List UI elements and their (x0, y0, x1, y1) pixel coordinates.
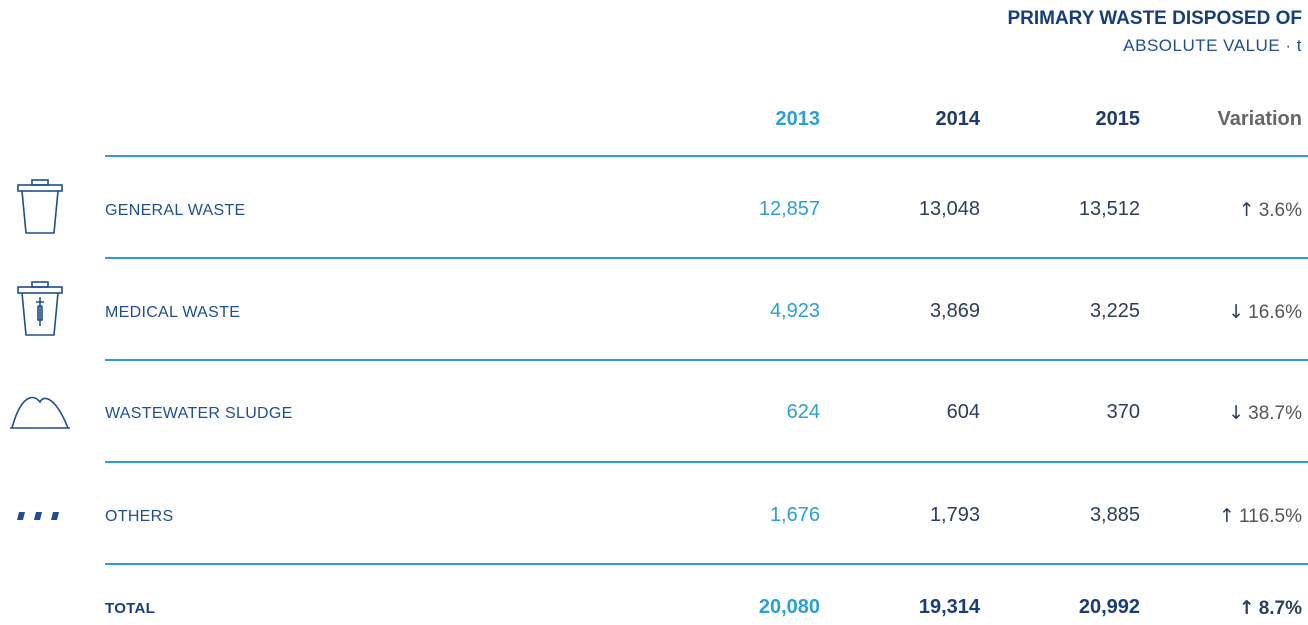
variation-value: 16.6% (1248, 302, 1302, 323)
others-icon (17, 512, 59, 520)
cell-value: 624 (786, 401, 820, 423)
row-label: MEDICAL WASTE (105, 304, 241, 321)
variation: ↓ 38.7% (1102, 402, 1302, 425)
divider (105, 461, 1308, 463)
cell-value: 3,885 (1089, 504, 1140, 526)
variation-arrow: ↑ (1238, 597, 1255, 619)
cell-value: 4,923 (769, 300, 820, 322)
general-waste-icon (17, 179, 63, 234)
variation-value: 3.6% (1258, 200, 1302, 221)
variation: ↑ 116.5% (1102, 505, 1302, 528)
divider (105, 563, 1308, 565)
medical-waste-icon (17, 281, 63, 336)
variation-value: 116.5% (1238, 506, 1302, 527)
variation: ↑ 8.7% (1102, 597, 1302, 620)
column-header: 2013 (775, 108, 821, 130)
column-header: 2014 (935, 108, 981, 130)
variation-arrow: ↑ (1219, 505, 1235, 527)
row-label: OTHERS (105, 508, 174, 525)
cell-value: 12,857 (758, 198, 820, 220)
subtitle: ABSOLUTE VALUE · t (1123, 36, 1302, 55)
row-label: TOTAL (105, 600, 156, 617)
variation-arrow: ↓ (1228, 301, 1245, 323)
column-header: 2015 (1095, 108, 1141, 130)
cell-value: 1,793 (929, 504, 980, 526)
divider (105, 155, 1308, 157)
sludge-icon (10, 396, 70, 429)
cell-value: 1,676 (769, 504, 820, 526)
variation: ↓ 16.6% (1102, 301, 1302, 324)
variation-value: 38.7% (1248, 403, 1302, 424)
row-label: WASTEWATER SLUDGE (105, 405, 293, 422)
cell-value: 370 (1106, 401, 1140, 423)
cell-value: 604 (946, 401, 980, 423)
cell-value: 3,225 (1089, 300, 1140, 322)
cell-value: 13,512 (1078, 198, 1140, 220)
row-label: GENERAL WASTE (105, 202, 246, 219)
variation-arrow: ↓ (1228, 402, 1245, 424)
cell-value: 3,869 (929, 300, 980, 322)
cell-value: 19,314 (918, 596, 980, 618)
variation-arrow: ↑ (1238, 199, 1255, 221)
variation: ↑ 3.6% (1102, 199, 1302, 222)
column-header: Variation (1217, 108, 1302, 130)
variation-value: 8.7% (1258, 598, 1302, 619)
cell-value: 13,048 (918, 198, 980, 220)
cell-value: 20,992 (1078, 596, 1140, 618)
title: PRIMARY WASTE DISPOSED OF (1007, 8, 1302, 29)
cell-value: 20,080 (758, 596, 820, 618)
divider (105, 359, 1308, 361)
divider (105, 257, 1308, 259)
